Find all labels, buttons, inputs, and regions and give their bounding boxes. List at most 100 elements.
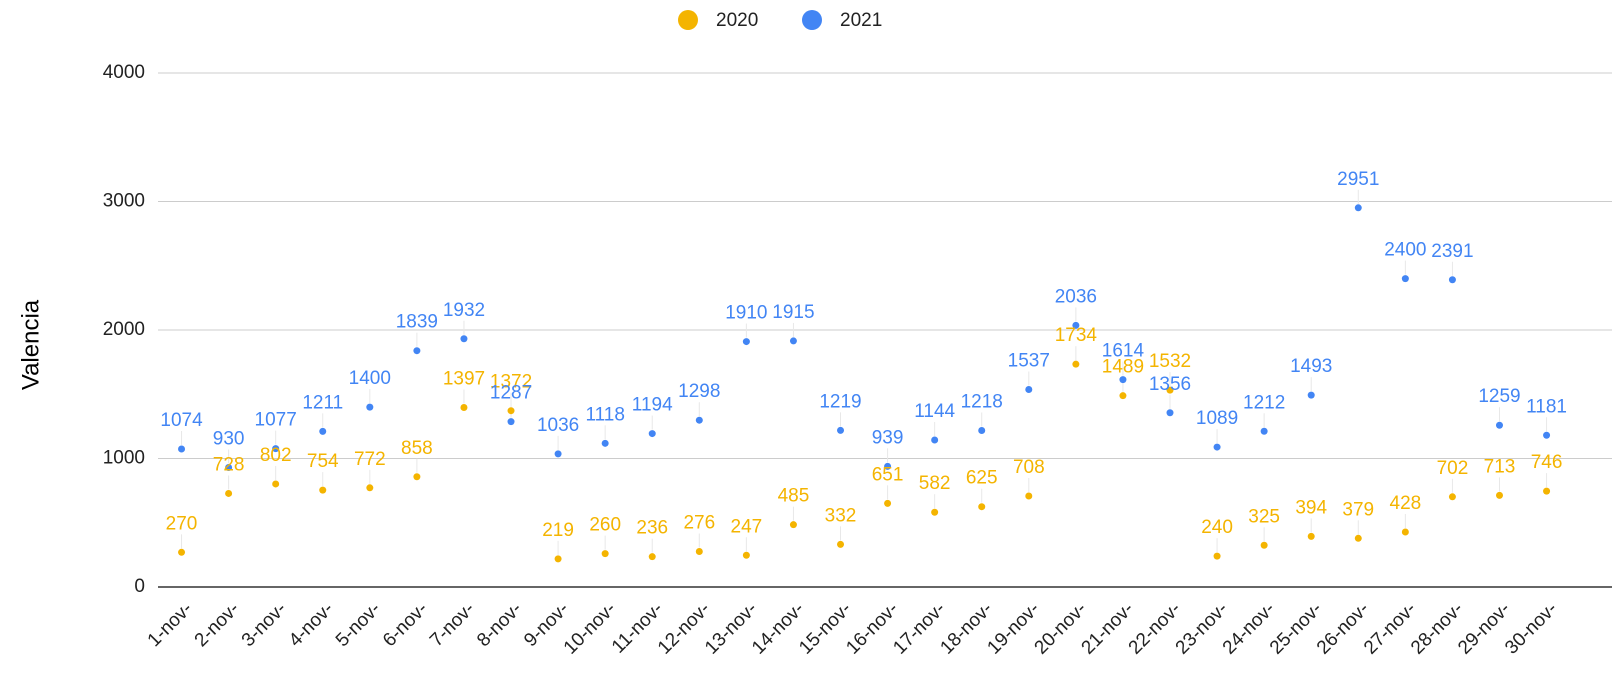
y-axis-label: Valencia: [17, 299, 44, 390]
data-label: 325: [1248, 506, 1280, 527]
data-label: 754: [307, 451, 339, 472]
data-label: 247: [731, 516, 763, 537]
point: [178, 445, 186, 453]
point: [460, 403, 468, 411]
point: [225, 463, 233, 471]
data-label: 1915: [772, 302, 814, 323]
legend-swatch: [802, 10, 822, 30]
point: [272, 445, 280, 453]
point: [978, 426, 986, 434]
point: [1495, 491, 1503, 499]
data-label: 1372: [490, 372, 532, 393]
x-tick-label: 27-nov-: [1360, 598, 1420, 658]
point: [319, 427, 327, 435]
point: [789, 521, 797, 529]
point: [1119, 376, 1127, 384]
data-label: 379: [1342, 499, 1374, 520]
point: [319, 486, 327, 494]
data-label: 1537: [1008, 351, 1050, 372]
point: [1166, 409, 1174, 417]
point: [1260, 427, 1268, 435]
x-tick-label: 10-nov-: [560, 598, 620, 658]
data-label: 1493: [1290, 356, 1332, 377]
legend-label: 2021: [840, 10, 882, 31]
point: [1213, 552, 1221, 560]
point: [1401, 528, 1409, 536]
data-label: 930: [213, 429, 245, 450]
point: [931, 436, 939, 444]
data-label: 1910: [725, 303, 767, 324]
x-tick-label: 17-nov-: [889, 598, 949, 658]
x-tick-label: 1-nov-: [144, 598, 197, 651]
data-label: 582: [919, 473, 951, 494]
y-tick-label: 1000: [103, 448, 145, 469]
x-tick-label: 7-nov-: [426, 598, 479, 651]
data-label: 1259: [1478, 386, 1520, 407]
x-tick-label: 2-nov-: [191, 598, 244, 651]
data-label: 802: [260, 445, 292, 466]
point: [366, 484, 374, 492]
x-tick-label: 5-nov-: [332, 598, 385, 651]
x-tick-label: 20-nov-: [1031, 598, 1091, 658]
x-tick-label: 14-nov-: [748, 598, 808, 658]
point: [413, 347, 421, 355]
data-label: 1734: [1055, 325, 1098, 346]
point: [837, 426, 845, 434]
data-label: 270: [166, 513, 198, 534]
point: [1072, 321, 1080, 329]
point: [1543, 431, 1551, 439]
data-label: 2391: [1431, 241, 1473, 262]
x-tick-label: 6-nov-: [379, 598, 432, 651]
point: [225, 489, 233, 497]
data-label: 485: [778, 486, 810, 507]
point: [178, 548, 186, 556]
point: [1072, 360, 1080, 368]
data-label: 702: [1437, 458, 1469, 479]
data-label: 1036: [537, 415, 579, 436]
data-label: 1144: [914, 401, 955, 422]
point: [648, 430, 656, 438]
data-label: 1400: [349, 368, 391, 389]
x-tick-label: 22-nov-: [1125, 598, 1185, 658]
point: [789, 337, 797, 345]
data-label: 1118: [585, 404, 624, 425]
point: [507, 418, 515, 426]
x-tick-label: 15-nov-: [795, 598, 855, 658]
data-label: 236: [636, 518, 668, 539]
point: [460, 335, 468, 343]
data-label: 728: [213, 454, 245, 475]
data-label: 1298: [678, 381, 720, 402]
point: [601, 439, 609, 447]
data-label: 332: [825, 505, 857, 526]
y-tick-label: 3000: [103, 191, 145, 212]
y-tick-label: 2000: [103, 319, 145, 340]
point: [554, 555, 562, 563]
data-label: 1218: [961, 392, 1003, 413]
data-label: 1211: [302, 392, 343, 413]
data-label: 394: [1295, 497, 1327, 518]
point: [931, 508, 939, 516]
data-label: 276: [683, 513, 715, 534]
x-tick-label: 28-nov-: [1407, 598, 1467, 658]
point: [978, 503, 986, 511]
point: [1260, 541, 1268, 549]
point: [1401, 275, 1409, 283]
data-label: 1839: [396, 312, 438, 333]
point: [1448, 276, 1456, 284]
data-label: 1532: [1149, 351, 1191, 372]
point: [366, 403, 374, 411]
point: [1354, 534, 1362, 542]
x-tick-label: 13-nov-: [701, 598, 761, 658]
point: [884, 462, 892, 470]
data-label: 939: [872, 427, 904, 448]
data-label: 1074: [160, 410, 203, 431]
point: [1119, 392, 1127, 400]
point: [1307, 391, 1315, 399]
data-label: 1356: [1149, 374, 1191, 395]
data-label: 746: [1531, 452, 1563, 473]
point: [1354, 204, 1362, 212]
x-tick-label: 30-nov-: [1501, 598, 1561, 658]
point: [1025, 385, 1033, 393]
data-label: 1287: [490, 383, 532, 404]
data-label: 428: [1390, 493, 1422, 514]
